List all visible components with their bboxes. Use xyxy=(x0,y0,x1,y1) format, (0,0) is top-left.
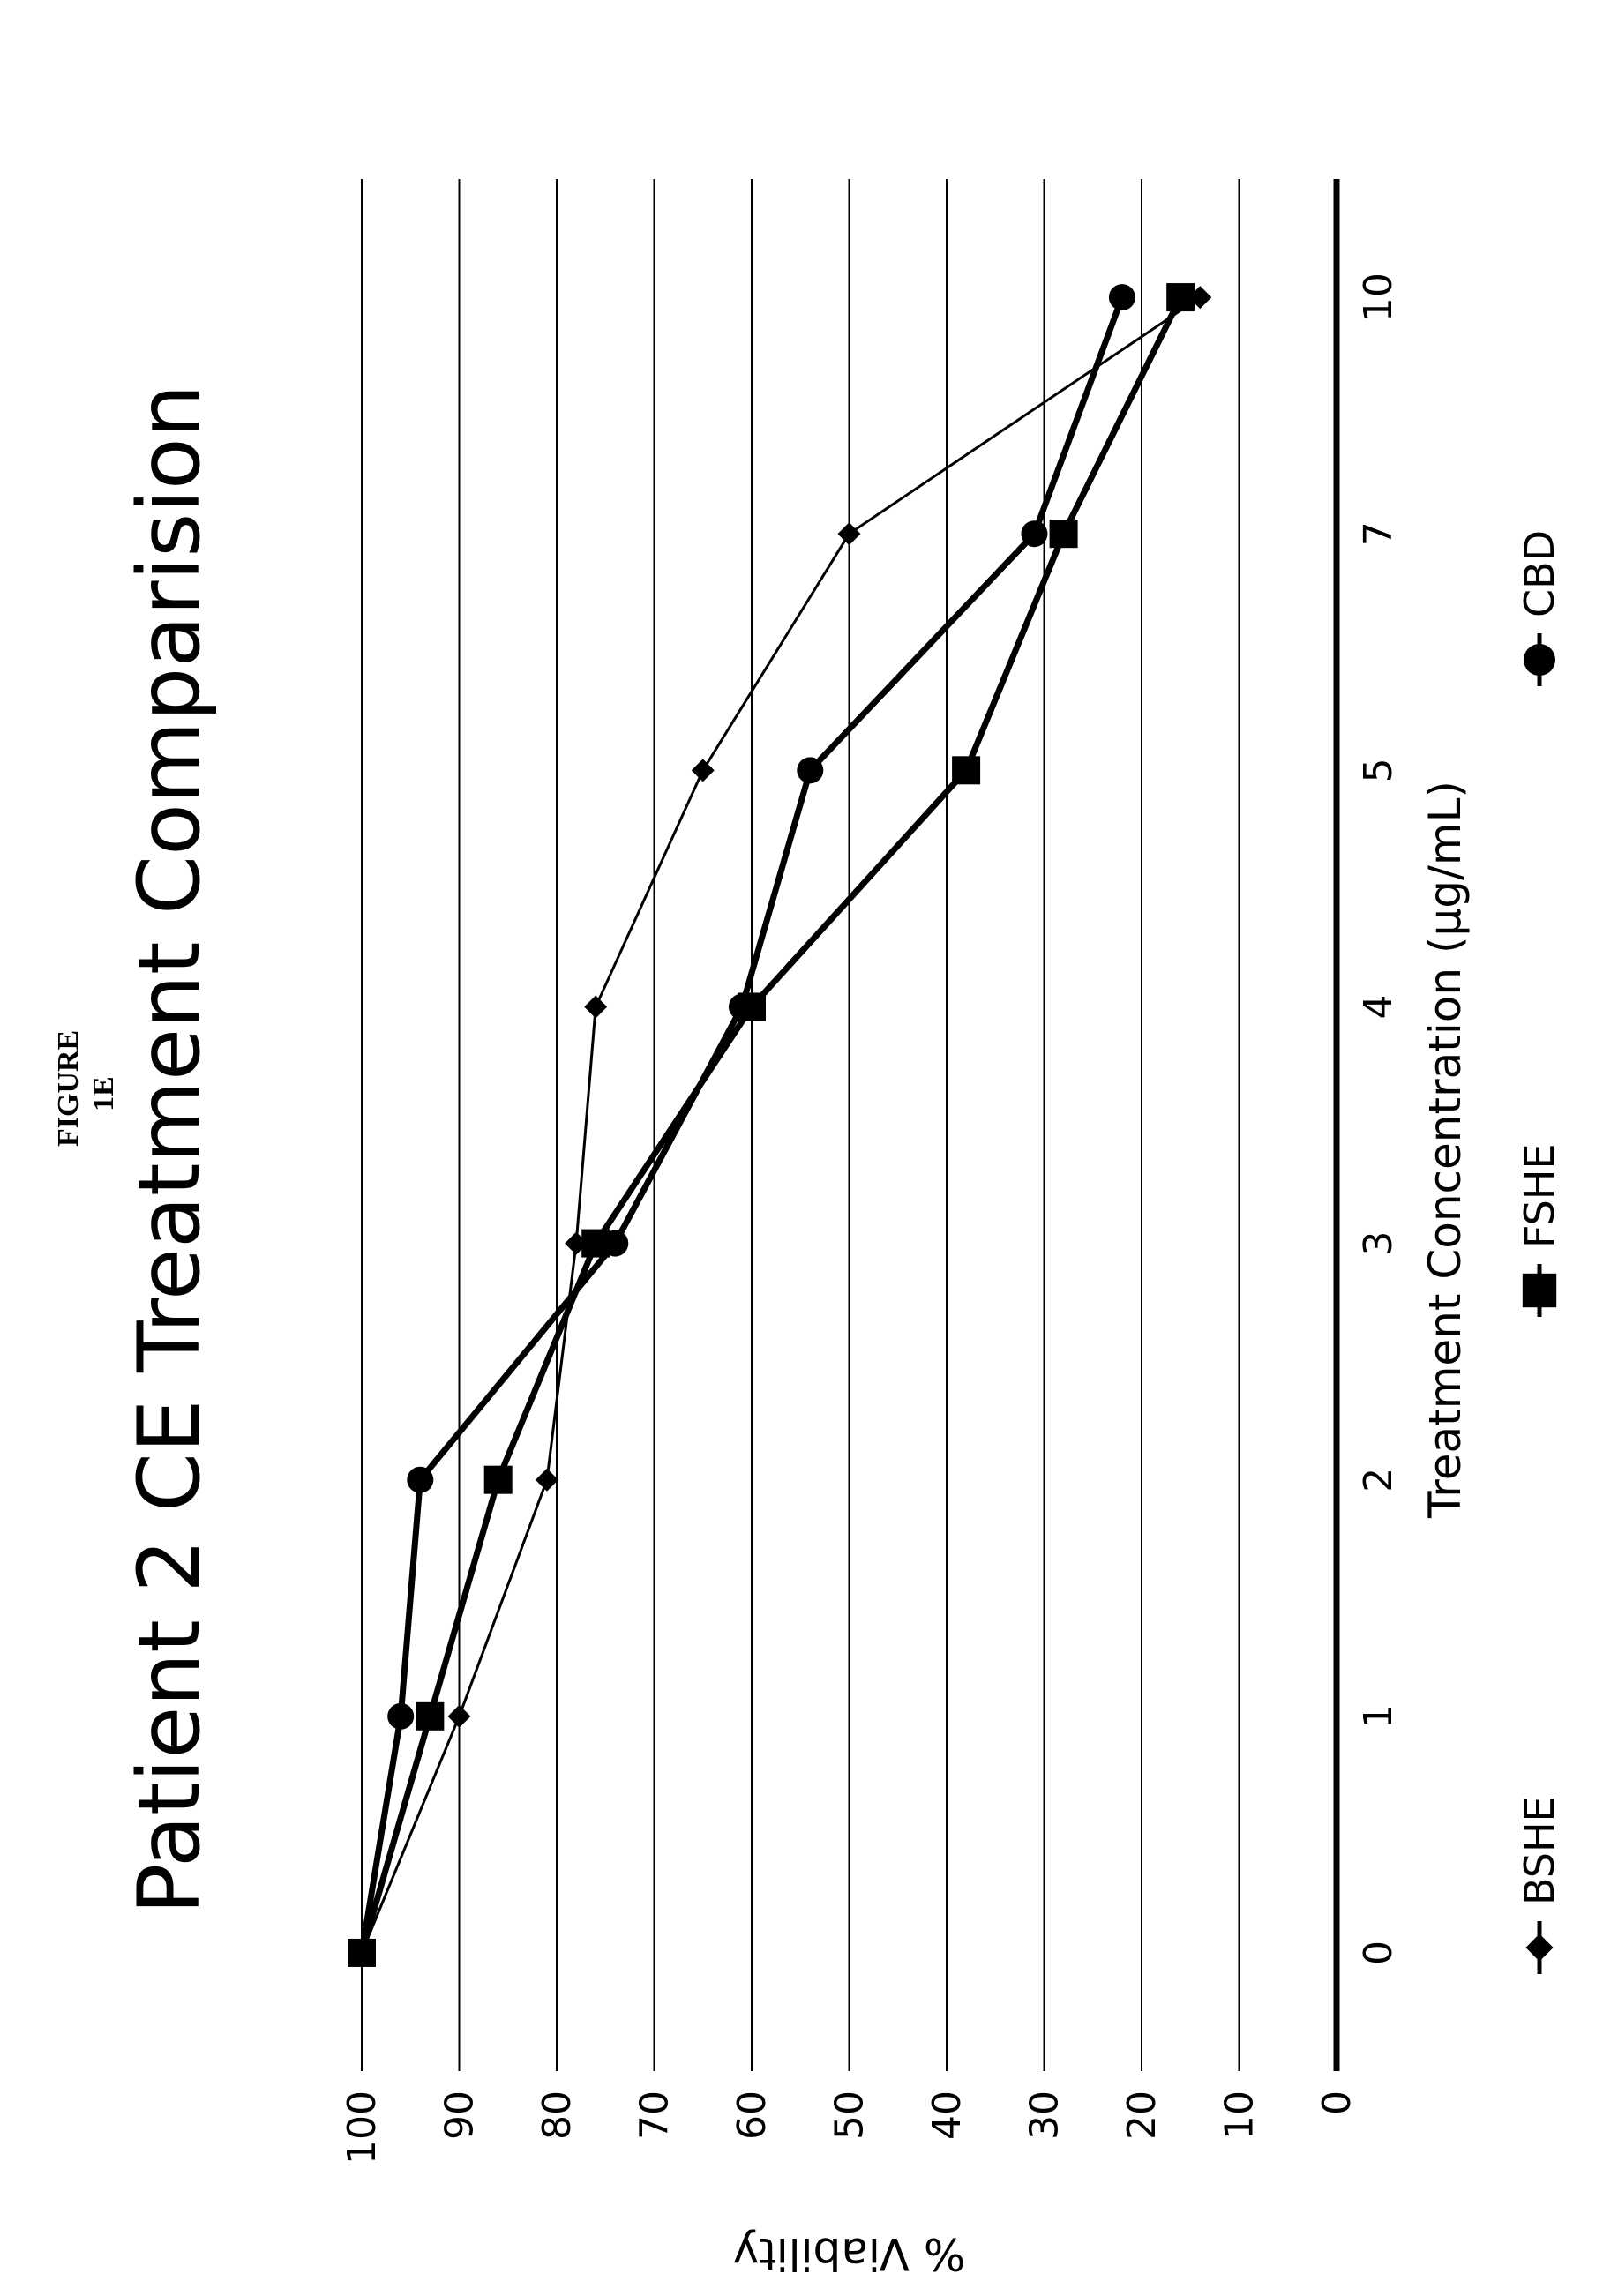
y-axis-title: % Viability xyxy=(733,2228,966,2279)
gridlines xyxy=(361,179,1240,2071)
data-point-fshe xyxy=(581,1229,610,1258)
series-line-fshe xyxy=(358,295,1184,1954)
data-point-fshe xyxy=(1049,520,1078,549)
legend-marker xyxy=(1522,1273,1557,1308)
data-point-cbd xyxy=(387,1702,415,1730)
data-point-bshe xyxy=(447,1704,471,1728)
data-point-fshe xyxy=(483,1465,513,1494)
y-tick-label: 50 xyxy=(828,2090,873,2140)
data-point-bshe xyxy=(584,995,608,1019)
x-tick-label: 3 xyxy=(1356,1231,1401,1256)
series-line-cbd xyxy=(358,295,1126,1954)
x-axis-title: Treatment Concentration (µg/mL) xyxy=(1419,781,1471,1519)
legend-label: FSHE xyxy=(1516,1143,1563,1248)
data-point-cbd xyxy=(348,1939,375,1966)
y-tick-label: 0 xyxy=(1315,2090,1360,2115)
series-group xyxy=(348,283,1212,1967)
data-point-cbd xyxy=(728,993,755,1021)
chart-title: Patient 2 CE Treatment Comparision xyxy=(120,384,219,1914)
x-tick-label: 2 xyxy=(1356,1468,1401,1492)
y-tick-label: 20 xyxy=(1120,2090,1165,2140)
legend-item-bshe: BSHE xyxy=(1516,1796,1563,1974)
legend-label: BSHE xyxy=(1516,1796,1563,1905)
x-tick-label: 4 xyxy=(1356,994,1401,1019)
x-tick-label: 7 xyxy=(1356,521,1401,546)
legend-marker xyxy=(1525,1933,1554,1962)
x-tick-label: 5 xyxy=(1356,758,1401,782)
data-point-bshe xyxy=(837,522,861,546)
data-point-bshe xyxy=(691,759,715,782)
x-tick-label: 1 xyxy=(1356,1704,1401,1729)
data-point-cbd xyxy=(1108,284,1135,311)
y-tick-label: 80 xyxy=(535,2090,580,2140)
legend-label: CBD xyxy=(1516,530,1563,617)
data-point-cbd xyxy=(407,1466,434,1493)
series-line-bshe xyxy=(360,295,1202,1954)
series-bshe xyxy=(350,286,1212,1964)
data-point-cbd xyxy=(602,1230,629,1257)
data-point-fshe xyxy=(952,756,981,785)
y-tick-label: 10 xyxy=(1217,2090,1262,2140)
legend: BSHE FSHE CBD xyxy=(1516,530,1563,1974)
x-tick-label: 0 xyxy=(1356,1941,1401,1965)
data-point-bshe xyxy=(535,1468,558,1492)
series-fshe xyxy=(348,283,1195,1967)
y-tick-label: 100 xyxy=(340,2090,385,2165)
y-tick-label: 60 xyxy=(730,2090,775,2140)
labels: 0 10 20 30 40 50 60 70 80 90 100 0 1 2 3 4 5 7 10 Patient 2… xyxy=(120,273,1471,2279)
x-tick-label: 10 xyxy=(1356,273,1401,322)
y-tick-label: 40 xyxy=(925,2090,970,2140)
legend-item-cbd: CBD xyxy=(1516,530,1563,686)
data-point-fshe xyxy=(416,1701,445,1731)
y-tick-label: 70 xyxy=(633,2090,678,2140)
data-point-fshe xyxy=(1166,283,1195,312)
y-tick-label: 90 xyxy=(438,2090,483,2140)
data-point-cbd xyxy=(797,757,824,784)
series-cbd xyxy=(348,284,1135,1966)
y-tick-label: 30 xyxy=(1022,2090,1067,2140)
legend-marker xyxy=(1524,644,1555,676)
legend-item-fshe: FSHE xyxy=(1516,1143,1563,1317)
data-point-cbd xyxy=(1021,520,1048,548)
